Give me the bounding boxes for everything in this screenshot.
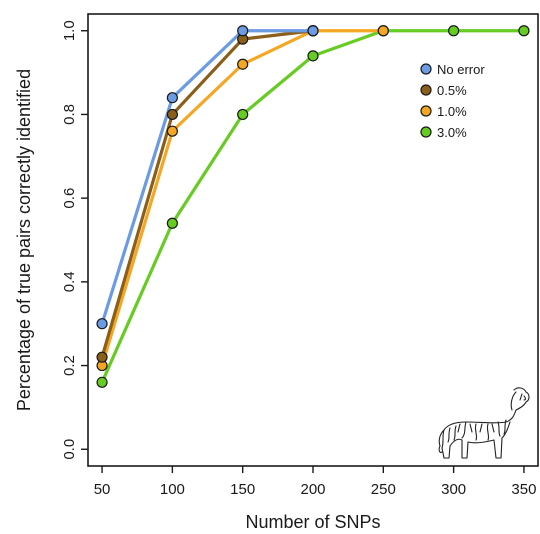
series-point (96, 318, 108, 330)
dog-sketch-icon (438, 387, 530, 459)
series-line (100, 29, 384, 367)
series-line (100, 29, 314, 358)
series-point (237, 108, 249, 121)
legend-label: 3.0% (437, 125, 467, 140)
series-point (166, 108, 178, 121)
legend-marker (420, 105, 432, 117)
x-axis: 50 100 150 200 250 300 350 (94, 466, 536, 498)
series-point (518, 25, 530, 37)
x-axis-title: Number of SNPs (245, 512, 380, 532)
series-point (166, 217, 178, 229)
x-tick-label: 350 (511, 481, 536, 498)
x-tick-label: 200 (300, 481, 325, 498)
series-point (237, 58, 249, 70)
y-tick-label: 0.6 (61, 188, 78, 209)
legend-marker (420, 63, 432, 75)
x-tick-label: 300 (441, 481, 466, 498)
plot-frame (87, 13, 539, 467)
y-tick-label: 0.0 (61, 439, 78, 460)
series-layer (96, 25, 530, 388)
series-point (448, 25, 460, 37)
legend-marker (420, 126, 432, 138)
series-point (237, 25, 249, 37)
series-point (96, 376, 108, 388)
y-tick-label: 0.4 (61, 271, 78, 292)
series-line (100, 29, 313, 325)
series-point (166, 125, 178, 137)
series-point (307, 25, 319, 37)
legend-label: 1.0% (437, 104, 467, 119)
legend-label: 0.5% (437, 83, 467, 98)
y-axis-title: Percentage of true pairs correctly ident… (14, 69, 34, 411)
legend: No error 0.5% 1.0% 3.0% (420, 62, 485, 140)
series-point (166, 92, 178, 104)
series-point (377, 25, 389, 37)
x-tick-label: 250 (371, 481, 396, 498)
y-tick-label: 0.8 (61, 104, 78, 125)
series-point (96, 351, 108, 363)
series-point (307, 50, 319, 62)
y-tick-label: 1.0 (61, 20, 78, 41)
legend-marker (420, 84, 432, 96)
y-tick-label: 0.2 (61, 355, 78, 376)
y-axis: 0.0 0.2 0.4 0.6 0.8 1.0 (61, 20, 88, 460)
x-tick-label: 50 (94, 481, 111, 498)
legend-label: No error (437, 62, 485, 77)
x-tick-label: 100 (160, 481, 185, 498)
x-tick-label: 150 (230, 481, 255, 498)
